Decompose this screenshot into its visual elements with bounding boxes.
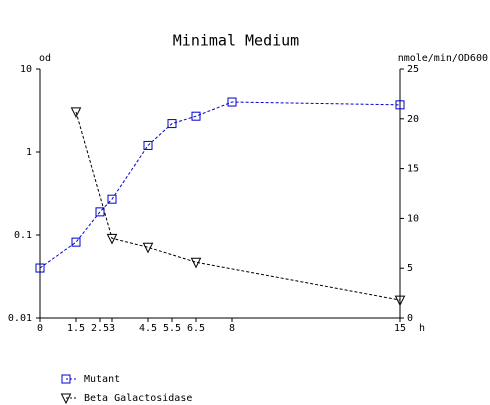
- x-tick-label: 15: [394, 323, 406, 334]
- data-point: [191, 111, 201, 121]
- data-point: [142, 242, 154, 254]
- y-tick-label: 0.1: [14, 230, 32, 241]
- series-line: [39, 101, 401, 269]
- y2-axis-label: nmole/min/OD600: [398, 53, 488, 64]
- data-point: [71, 237, 81, 247]
- y-tick-label: 1: [26, 147, 32, 158]
- x-tick-label: 0: [37, 323, 43, 334]
- x-tick-label: 4.5: [139, 323, 157, 334]
- y2-tick-label: 5: [407, 263, 413, 274]
- y-axis-label: od: [39, 53, 51, 64]
- x-tick-label: 5.5: [163, 323, 181, 334]
- data-point: [394, 295, 406, 307]
- data-point: [143, 140, 153, 150]
- x-tick-label: 2.5: [91, 323, 109, 334]
- chart-title: Minimal Medium: [173, 32, 299, 50]
- legend-marker: [61, 374, 71, 384]
- data-point: [35, 263, 45, 273]
- x-tick-label: 1.5: [67, 323, 85, 334]
- data-point: [227, 97, 237, 107]
- data-point: [190, 257, 202, 269]
- legend-label: Mutant: [84, 374, 120, 385]
- y2-tick-label: 10: [407, 213, 419, 224]
- data-point: [70, 107, 82, 118]
- x-axis-label: h: [419, 323, 425, 334]
- data-point: [107, 194, 117, 204]
- x-tick-label: 3: [109, 323, 115, 334]
- y2-tick-label: 15: [407, 164, 419, 175]
- data-point: [95, 207, 105, 217]
- legend-marker: [60, 393, 72, 405]
- x-tick-label: 8: [229, 323, 235, 334]
- y-tick-label: 10: [20, 64, 32, 75]
- y2-tick-label: 0: [407, 313, 413, 324]
- y2-tick-label: 20: [407, 114, 419, 125]
- data-point: [106, 233, 118, 245]
- x-tick-label: 6.5: [187, 323, 205, 334]
- legend-label: Beta Galactosidase: [84, 393, 192, 404]
- y2-tick-label: 25: [407, 64, 419, 75]
- series-line: [75, 111, 401, 301]
- data-point: [395, 100, 405, 110]
- y-tick-label: 0.01: [8, 313, 32, 324]
- data-point: [167, 119, 177, 129]
